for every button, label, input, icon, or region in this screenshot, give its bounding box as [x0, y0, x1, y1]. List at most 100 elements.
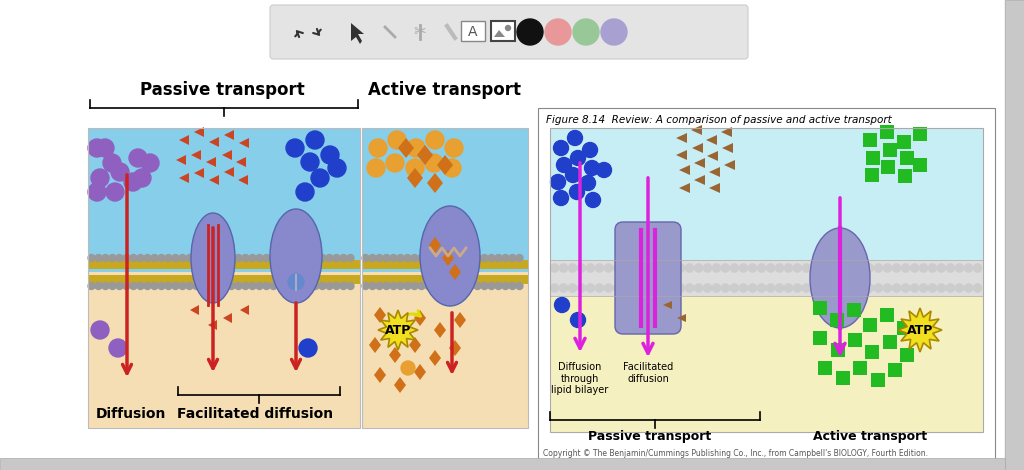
Polygon shape [454, 312, 466, 328]
Circle shape [793, 264, 802, 273]
Circle shape [865, 264, 874, 273]
Polygon shape [224, 130, 234, 140]
Polygon shape [676, 133, 687, 143]
FancyBboxPatch shape [848, 333, 862, 347]
FancyBboxPatch shape [550, 278, 983, 432]
Circle shape [622, 283, 631, 292]
Polygon shape [724, 160, 735, 170]
Circle shape [165, 282, 172, 290]
Circle shape [964, 264, 973, 273]
FancyBboxPatch shape [818, 361, 831, 375]
Circle shape [581, 175, 596, 190]
Circle shape [556, 157, 571, 172]
Circle shape [432, 282, 439, 290]
Circle shape [404, 282, 411, 290]
Circle shape [333, 254, 340, 261]
Circle shape [340, 282, 347, 290]
Polygon shape [694, 158, 705, 168]
Circle shape [270, 282, 278, 290]
Polygon shape [398, 138, 414, 158]
FancyBboxPatch shape [847, 303, 861, 317]
Circle shape [151, 282, 158, 290]
Circle shape [116, 254, 123, 261]
Circle shape [453, 282, 460, 290]
Circle shape [685, 283, 694, 292]
Polygon shape [898, 308, 942, 352]
Circle shape [369, 139, 387, 157]
Polygon shape [208, 320, 217, 330]
Circle shape [102, 254, 109, 261]
Circle shape [570, 150, 586, 165]
Circle shape [242, 282, 249, 290]
Circle shape [362, 254, 369, 261]
Circle shape [946, 264, 955, 273]
Circle shape [362, 282, 369, 290]
Circle shape [640, 264, 649, 273]
FancyBboxPatch shape [900, 348, 914, 362]
Polygon shape [176, 155, 186, 165]
Circle shape [446, 282, 453, 290]
Circle shape [144, 254, 151, 261]
FancyBboxPatch shape [362, 272, 528, 428]
Circle shape [676, 264, 685, 273]
Circle shape [570, 313, 586, 328]
Circle shape [955, 283, 964, 292]
Circle shape [811, 283, 820, 292]
Circle shape [305, 282, 312, 290]
Circle shape [597, 163, 611, 178]
Circle shape [509, 254, 516, 261]
Circle shape [820, 264, 829, 273]
Circle shape [586, 264, 595, 273]
FancyBboxPatch shape [888, 363, 902, 377]
Circle shape [838, 283, 847, 292]
Circle shape [829, 264, 838, 273]
Circle shape [676, 283, 685, 292]
Circle shape [658, 264, 667, 273]
FancyBboxPatch shape [550, 128, 983, 278]
Circle shape [109, 254, 116, 261]
FancyBboxPatch shape [813, 301, 827, 315]
Circle shape [964, 283, 973, 292]
Circle shape [811, 264, 820, 273]
Circle shape [937, 264, 946, 273]
Polygon shape [677, 314, 686, 322]
Circle shape [838, 264, 847, 273]
Polygon shape [427, 173, 443, 193]
Circle shape [517, 19, 543, 45]
Circle shape [474, 282, 481, 290]
Circle shape [133, 169, 151, 187]
FancyBboxPatch shape [871, 373, 885, 387]
Circle shape [703, 264, 712, 273]
Polygon shape [706, 135, 717, 145]
Circle shape [228, 282, 234, 290]
FancyBboxPatch shape [883, 143, 897, 157]
Circle shape [130, 254, 137, 261]
Circle shape [667, 264, 676, 273]
Circle shape [200, 282, 207, 290]
Circle shape [299, 339, 317, 357]
FancyBboxPatch shape [88, 128, 360, 272]
Text: ATP: ATP [907, 323, 933, 337]
Circle shape [892, 264, 901, 273]
Polygon shape [709, 183, 720, 193]
Circle shape [937, 283, 946, 292]
Circle shape [545, 19, 571, 45]
Polygon shape [417, 145, 433, 165]
Circle shape [748, 264, 757, 273]
Circle shape [721, 283, 730, 292]
FancyBboxPatch shape [863, 133, 877, 147]
FancyBboxPatch shape [362, 128, 528, 272]
Polygon shape [206, 157, 216, 167]
FancyBboxPatch shape [88, 260, 360, 269]
Circle shape [367, 159, 385, 177]
Circle shape [820, 283, 829, 292]
Circle shape [291, 254, 298, 261]
Circle shape [123, 282, 130, 290]
FancyBboxPatch shape [880, 125, 894, 139]
Circle shape [306, 131, 324, 149]
FancyBboxPatch shape [883, 335, 897, 349]
Circle shape [249, 254, 256, 261]
Circle shape [214, 254, 221, 261]
FancyBboxPatch shape [900, 151, 914, 165]
Circle shape [270, 254, 278, 261]
